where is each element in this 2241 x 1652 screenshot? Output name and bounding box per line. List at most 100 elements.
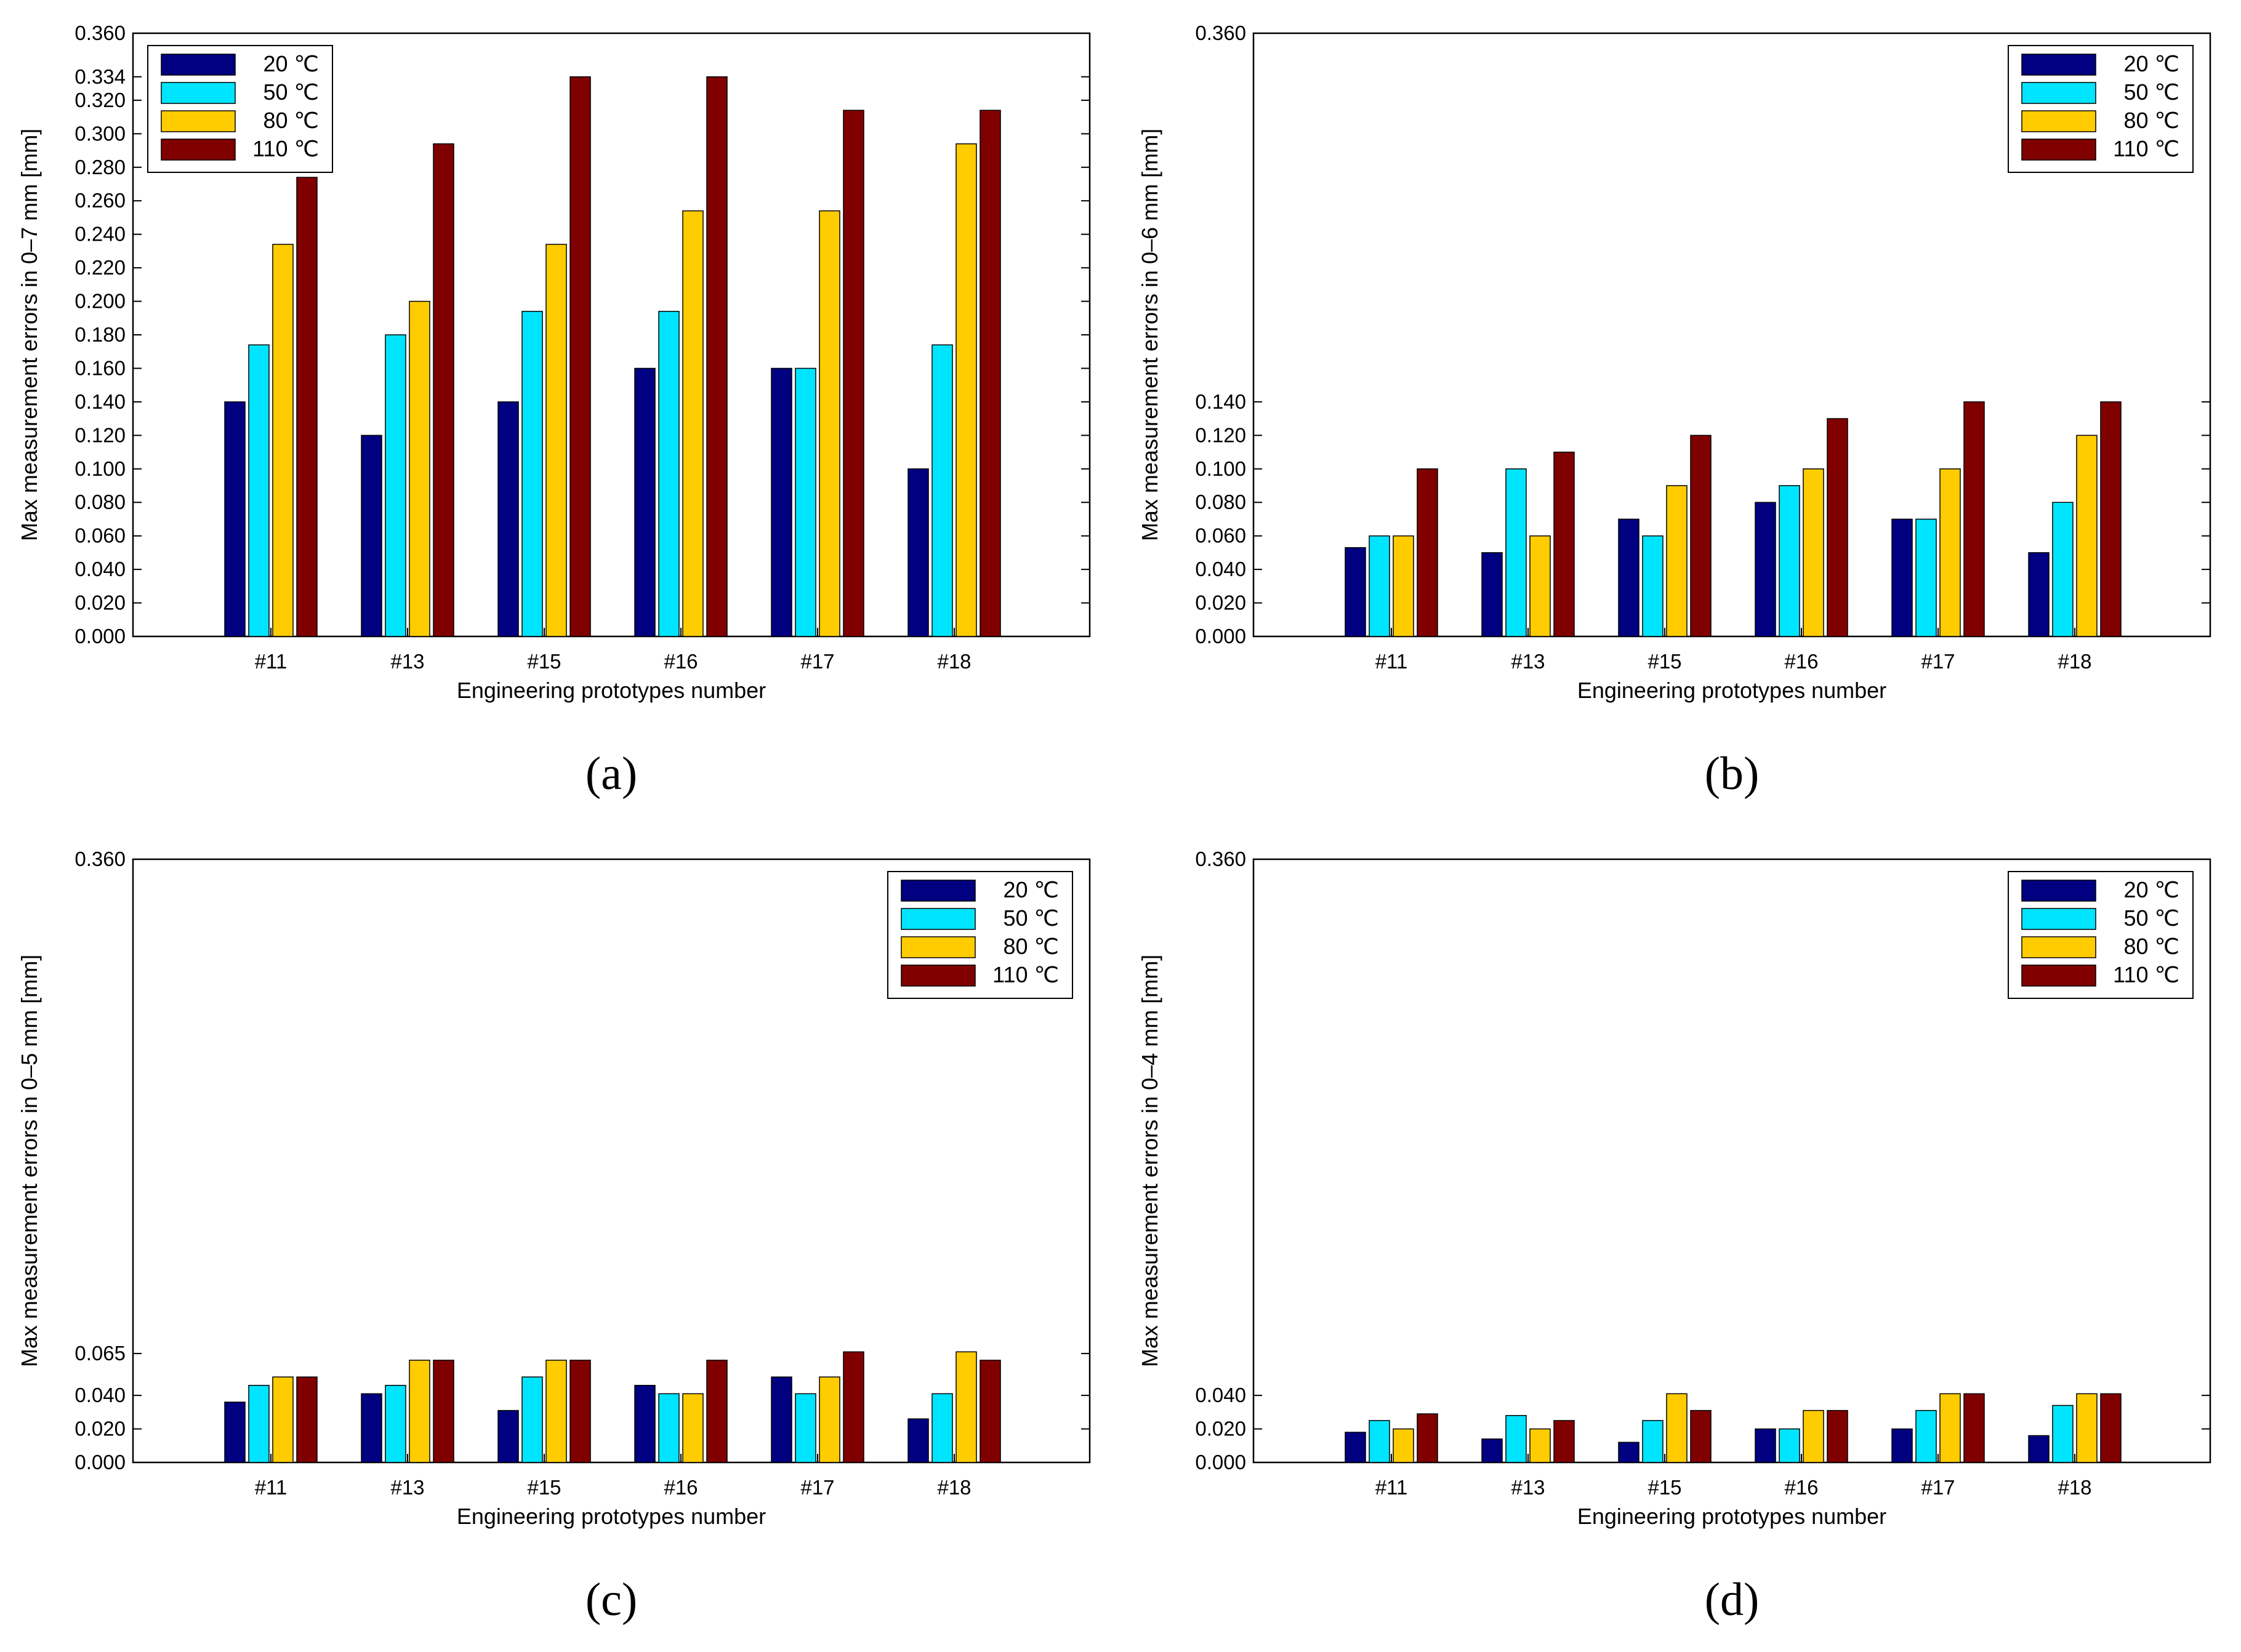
y-tick-label: 0.334 (74, 65, 126, 88)
bar (843, 1351, 864, 1463)
x-tick-label: #11 (1375, 650, 1408, 673)
bar (1553, 451, 1575, 637)
bar (385, 1385, 406, 1463)
x-tick-label: #18 (2058, 1476, 2091, 1499)
bar (819, 210, 840, 637)
x-tick-label: #13 (390, 1476, 424, 1499)
y-tick-label: 0.100 (74, 457, 126, 480)
bar (1915, 1409, 1937, 1463)
bar (980, 1360, 1001, 1463)
x-tick-label: #16 (664, 1476, 698, 1499)
bar (1891, 1428, 1913, 1463)
bar (1963, 1393, 1985, 1463)
bar (2052, 1405, 2074, 1463)
bar (1481, 552, 1503, 637)
panel-label: (d) (1705, 1574, 1760, 1626)
bar (1369, 535, 1390, 637)
legend-entry: 50 ℃ (1004, 905, 1059, 931)
x-tick-label: #13 (1511, 650, 1545, 673)
y-tick-label: 0.000 (74, 625, 126, 648)
legend-swatch (2021, 138, 2096, 161)
bar (272, 1376, 294, 1463)
legend-entry: 50 ℃ (2124, 79, 2179, 105)
x-axis-title: Engineering prototypes number (1577, 1504, 1886, 1529)
bar (521, 1376, 543, 1463)
bar (497, 1409, 519, 1463)
bar (1529, 535, 1551, 637)
bar (433, 143, 454, 637)
bar (361, 1393, 382, 1463)
bar (956, 1351, 977, 1463)
bar (907, 1418, 929, 1463)
legend-entry: 110 ℃ (2113, 962, 2179, 987)
bar (1529, 1428, 1551, 1463)
legend-entry: 110 ℃ (252, 136, 319, 161)
legend-entry: 20 ℃ (264, 51, 319, 76)
bar (1481, 1438, 1503, 1463)
y-tick-label: 0.300 (74, 122, 126, 145)
bar (1618, 1441, 1640, 1463)
bar (569, 76, 591, 637)
y-tick-label: 0.000 (1195, 625, 1246, 648)
bar (2076, 435, 2098, 637)
chart-a: 0.000 0.020 0.040 0.060 0.080 0.100 0.120 0.140… (17, 22, 1091, 800)
bar (1505, 468, 1527, 637)
legend-swatch (2021, 964, 2096, 987)
legend-entry: 50 ℃ (264, 79, 319, 105)
bar (1939, 468, 1961, 637)
chart-c: 0.000 0.020 0.040 0.065 0.360 #11 #13 #15 #16 #17… (17, 848, 1091, 1626)
bar (296, 1376, 318, 1463)
bar (569, 1360, 591, 1463)
bar (931, 1393, 953, 1463)
legend-swatch (901, 880, 976, 902)
bar (1666, 485, 1688, 637)
bar (2028, 1435, 2050, 1463)
bar (907, 468, 929, 637)
bar (819, 1376, 840, 1463)
bar (1827, 418, 1848, 637)
legend-entry: 80 ℃ (2124, 934, 2179, 959)
bar (248, 1385, 270, 1463)
x-tick-label: #17 (800, 650, 834, 673)
bar (1827, 1409, 1848, 1463)
bar (272, 244, 294, 637)
bar (634, 1385, 656, 1463)
bar (1393, 535, 1414, 637)
bar (433, 1360, 454, 1463)
bar (1690, 435, 1712, 637)
panel-label: (c) (585, 1574, 637, 1626)
bar (658, 1393, 680, 1463)
y-tick-label: 0.260 (74, 189, 126, 212)
bar (1939, 1393, 1961, 1463)
bar (545, 244, 567, 637)
bar (1963, 401, 1985, 637)
y-tick-label: 0.080 (1195, 491, 1246, 513)
panel-label: (a) (585, 748, 637, 800)
legend-swatch (161, 82, 236, 104)
x-tick-label: #15 (527, 1476, 561, 1499)
x-tick-label: #18 (937, 650, 971, 673)
y-tick-label: 0.320 (74, 89, 126, 111)
y-axis-title: Max measurement errors in 0–7 mm [mm] (17, 129, 42, 541)
legend-entry: 20 ℃ (2124, 51, 2179, 76)
bar (1642, 535, 1664, 637)
legend-swatch (901, 936, 976, 958)
bar (980, 110, 1001, 637)
y-tick-label: 0.100 (1195, 457, 1246, 480)
y-axis-title: Max measurement errors in 0–5 mm [mm] (17, 955, 42, 1367)
bar (1369, 1420, 1390, 1463)
y-tick-label: 0.140 (1195, 390, 1246, 413)
x-tick-label: #15 (1648, 650, 1681, 673)
bar (843, 110, 864, 637)
y-tick-label: 0.160 (74, 356, 126, 379)
x-tick-label: #18 (937, 1476, 971, 1499)
bar (658, 311, 680, 637)
bar (1755, 502, 1776, 637)
legend-entry: 20 ℃ (1004, 877, 1059, 902)
y-tick-label: 0.000 (74, 1451, 126, 1474)
y-tick-label: 0.020 (1195, 591, 1246, 614)
bar (1618, 518, 1640, 637)
x-tick-label: #17 (1921, 650, 1955, 673)
bar (385, 334, 406, 637)
